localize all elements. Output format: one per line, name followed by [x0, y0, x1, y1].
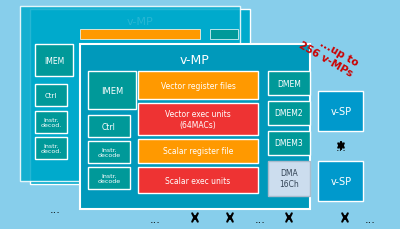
- Text: DMEM2: DMEM2: [275, 109, 303, 118]
- FancyBboxPatch shape: [268, 161, 310, 196]
- FancyBboxPatch shape: [80, 45, 310, 209]
- Text: DMEM: DMEM: [277, 79, 301, 88]
- Text: DMA
16Ch: DMA 16Ch: [279, 169, 299, 188]
- Text: v-SP: v-SP: [330, 176, 352, 186]
- Text: ...: ...: [336, 142, 346, 152]
- Text: Ctrl: Ctrl: [102, 122, 116, 131]
- FancyBboxPatch shape: [88, 141, 130, 163]
- Text: Ctrl: Ctrl: [45, 93, 57, 98]
- FancyBboxPatch shape: [88, 167, 130, 189]
- Text: ...: ...: [50, 204, 60, 214]
- Text: v-SP: v-SP: [330, 106, 352, 117]
- FancyBboxPatch shape: [88, 72, 136, 109]
- Text: Instr.
decode: Instr. decode: [98, 147, 120, 158]
- Text: ...up to
256 v-MPs: ...up to 256 v-MPs: [297, 30, 360, 79]
- FancyBboxPatch shape: [35, 85, 67, 106]
- FancyBboxPatch shape: [268, 72, 310, 95]
- FancyBboxPatch shape: [35, 112, 67, 134]
- Text: Instr.
decod.: Instr. decod.: [40, 117, 62, 128]
- Text: v-MP: v-MP: [180, 53, 210, 66]
- FancyBboxPatch shape: [88, 115, 130, 137]
- FancyBboxPatch shape: [138, 72, 258, 100]
- Text: Instr.
decode: Instr. decode: [98, 173, 120, 184]
- FancyBboxPatch shape: [318, 161, 363, 201]
- Text: IMEM: IMEM: [101, 86, 123, 95]
- FancyBboxPatch shape: [138, 104, 258, 135]
- FancyBboxPatch shape: [35, 137, 67, 159]
- FancyBboxPatch shape: [210, 30, 238, 40]
- FancyBboxPatch shape: [80, 30, 200, 40]
- FancyBboxPatch shape: [318, 92, 363, 131]
- FancyBboxPatch shape: [268, 101, 310, 125]
- Text: IMEM: IMEM: [44, 56, 64, 65]
- FancyBboxPatch shape: [20, 7, 240, 181]
- Text: ...: ...: [150, 214, 160, 224]
- Text: Scalar exec units: Scalar exec units: [165, 176, 231, 185]
- Text: v-MP: v-MP: [127, 17, 153, 27]
- FancyBboxPatch shape: [138, 167, 258, 193]
- FancyBboxPatch shape: [138, 139, 258, 163]
- FancyBboxPatch shape: [30, 10, 250, 184]
- Text: Scalar register file: Scalar register file: [163, 147, 233, 156]
- FancyBboxPatch shape: [268, 131, 310, 155]
- Text: ...: ...: [364, 214, 376, 224]
- Text: ...: ...: [254, 214, 266, 224]
- Text: DMEM3: DMEM3: [275, 139, 303, 148]
- Text: Instr.
decod.: Instr. decod.: [40, 143, 62, 154]
- Text: Vector register files: Vector register files: [160, 81, 236, 90]
- FancyBboxPatch shape: [35, 45, 73, 77]
- Text: Vector exec units
(64MACs): Vector exec units (64MACs): [165, 110, 231, 129]
